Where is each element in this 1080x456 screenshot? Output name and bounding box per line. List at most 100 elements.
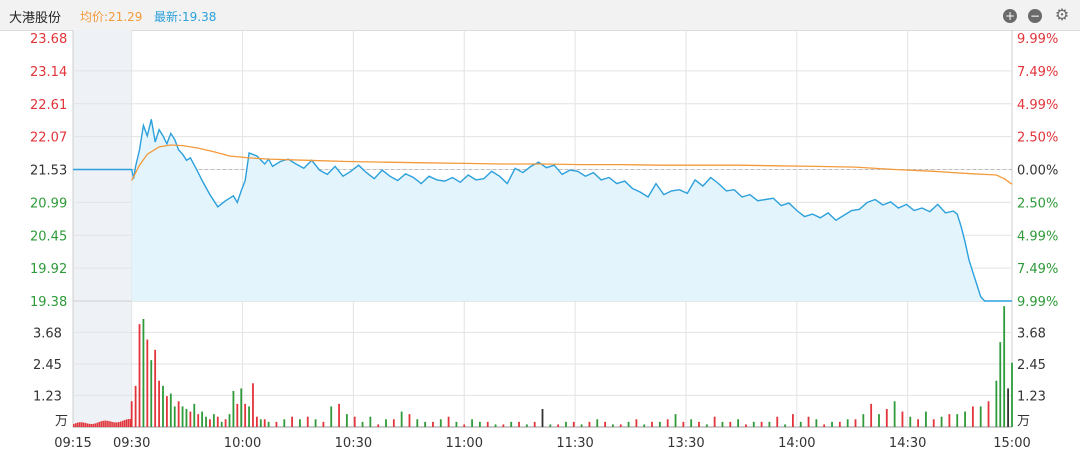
pct-tick-label: 2.50% <box>1017 196 1058 211</box>
volume-bar <box>240 388 243 427</box>
volume-bar <box>901 411 904 427</box>
volume-bar <box>181 406 184 427</box>
time-tick-label: 09:30 <box>113 436 150 451</box>
volume-bar <box>549 424 552 427</box>
avg-price-label: 均价:21.29 <box>80 10 143 24</box>
volume-bar <box>169 393 172 427</box>
pct-tick-label: 2.50% <box>1017 131 1058 146</box>
volume-bar <box>244 403 247 427</box>
volume-bar <box>138 324 141 427</box>
volume-bar <box>878 414 880 427</box>
premarket-volume-bar <box>114 422 116 427</box>
price-tick-label: 19.92 <box>30 262 67 277</box>
volume-bar <box>792 414 794 427</box>
volume-bar <box>224 419 227 427</box>
volume-bar <box>173 406 176 427</box>
premarket-volume-bar <box>116 422 118 427</box>
time-tick-label: 11:30 <box>556 436 593 451</box>
volume-bar <box>917 419 919 427</box>
price-area-fill <box>131 119 1012 301</box>
volume-tick-label: 3.68 <box>33 326 62 341</box>
volume-bar <box>424 421 427 427</box>
time-tick-label: 14:00 <box>778 436 815 451</box>
volume-unit-label-right: 万 <box>1017 414 1030 429</box>
volume-bar <box>330 406 333 427</box>
volume-bar <box>964 411 966 427</box>
stock-name: 大港股份 <box>9 11 62 26</box>
time-tick-label: 10:00 <box>224 436 261 451</box>
volume-bar <box>228 414 231 427</box>
price-tick-label: 22.07 <box>30 131 67 146</box>
volume-bar <box>705 424 708 427</box>
premarket-volume-bar <box>112 422 114 427</box>
volume-bar <box>846 419 849 427</box>
price-tick-label: 19.38 <box>30 295 67 310</box>
premarket-volume-bar <box>96 422 99 427</box>
volume-tick-label: 2.45 <box>33 358 62 373</box>
volume-bar <box>479 421 481 427</box>
time-tick-label: 14:30 <box>889 436 926 451</box>
time-tick-label: 13:30 <box>667 436 704 451</box>
premarket-volume-bar <box>94 423 97 427</box>
volume-bar <box>565 421 567 427</box>
volume-bar <box>205 416 207 427</box>
volume-bar <box>338 403 340 427</box>
volume-bar <box>447 416 450 427</box>
premarket-volume-bar <box>86 423 89 427</box>
gear-icon[interactable]: ⚙ <box>1054 5 1070 24</box>
volume-bar <box>760 421 763 427</box>
volume-bar <box>987 401 990 427</box>
volume-bar <box>353 416 356 427</box>
volume-bar <box>643 424 646 427</box>
premarket-volume-bar <box>74 423 77 427</box>
volume-bar <box>306 416 309 427</box>
volume-unit-label: 万 <box>55 414 68 429</box>
premarket-volume-bar <box>121 420 124 427</box>
volume-bar <box>197 414 200 427</box>
volume-bar <box>236 403 239 427</box>
price-tick-label: 23.68 <box>30 32 67 47</box>
volume-tick-label-right: 1.23 <box>1017 389 1046 404</box>
volume-bar <box>1007 388 1009 427</box>
volume-bar <box>369 416 372 427</box>
volume-bar <box>572 421 575 427</box>
volume-bar <box>885 409 888 427</box>
volume-bar <box>745 424 747 427</box>
price-tick-label: 21.53 <box>30 164 67 179</box>
volume-bar <box>627 421 630 427</box>
volume-bar <box>1003 306 1006 427</box>
pct-tick-label: 9.99% <box>1017 32 1058 47</box>
volume-bar <box>932 419 935 427</box>
volume-bar <box>651 421 653 427</box>
pct-tick-label: 9.99% <box>1017 295 1058 310</box>
volume-bar <box>400 411 403 427</box>
pct-tick-label: 4.99% <box>1017 98 1058 113</box>
volume-bar <box>690 419 693 427</box>
minus-circle-icon[interactable]: − <box>1028 9 1042 23</box>
volume-bar <box>682 421 685 427</box>
price-line <box>73 119 1012 302</box>
volume-bar <box>255 416 258 427</box>
volume-bar <box>956 414 959 427</box>
volume-bar <box>220 421 223 427</box>
premarket-volume-bar <box>82 422 85 427</box>
time-tick-label: 11:00 <box>446 436 483 451</box>
volume-bar <box>232 391 235 427</box>
premarket-volume-bar <box>129 418 132 427</box>
plus-circle-icon[interactable]: + <box>1003 9 1017 23</box>
volume-bar <box>283 419 286 427</box>
intraday-chart[interactable]: 23.68 9.99% 23.14 7.49% 22.61 4.99% 22.07 2.50%… <box>0 30 1080 456</box>
volume-bar <box>322 421 325 427</box>
volume-bar <box>439 419 442 427</box>
premarket-volume-bar <box>110 421 112 427</box>
pct-tick-label: 4.99% <box>1017 229 1058 244</box>
volume-bar <box>666 419 669 427</box>
volume-bar <box>248 406 250 427</box>
premarket-volume-bar <box>80 422 83 427</box>
volume-bar <box>870 403 873 427</box>
volume-bar <box>995 380 998 427</box>
premarket-volume-bar <box>119 421 122 427</box>
volume-bar <box>533 421 536 427</box>
volume-bar <box>737 419 740 427</box>
volume-bar <box>510 421 513 427</box>
